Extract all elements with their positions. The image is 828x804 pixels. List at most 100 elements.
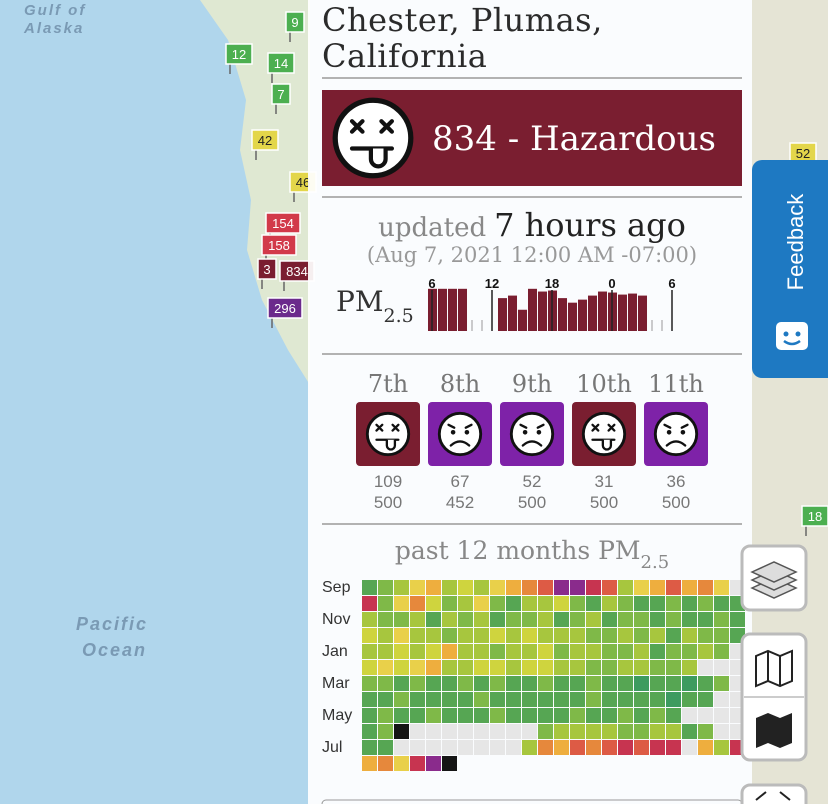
day-cell (490, 580, 505, 595)
timestamp: (Aug 7, 2021 12:00 AM -07:00) (367, 243, 697, 267)
day-cell (490, 676, 505, 691)
day-label: 7th (368, 370, 408, 398)
day-cell (618, 596, 633, 611)
day-cell (522, 580, 537, 595)
day-cell (666, 724, 681, 739)
marker-label: 52 (796, 146, 810, 161)
hour-bar (508, 295, 517, 331)
forecast-day (428, 402, 492, 466)
day-cell (506, 580, 521, 595)
day-cell (554, 580, 569, 595)
day-cell (442, 644, 457, 659)
day-cell (682, 724, 697, 739)
day-cell (554, 692, 569, 707)
day-cell (634, 708, 649, 723)
day-cell (666, 692, 681, 707)
day-cell (506, 660, 521, 675)
day-cell (570, 740, 585, 755)
day-cell (506, 676, 521, 691)
day-label: 8th (440, 370, 480, 398)
map-label: Alaska (23, 20, 84, 37)
day-cell (522, 644, 537, 659)
day-cell (618, 724, 633, 739)
day-cell (634, 660, 649, 675)
empty-cell (490, 724, 505, 739)
day-cell (410, 596, 425, 611)
day-cell (618, 676, 633, 691)
day-cell (522, 612, 537, 627)
day-cell (426, 628, 441, 643)
day-cell (362, 756, 377, 771)
empty-cell (698, 660, 713, 675)
day-cell (586, 708, 601, 723)
day-cell (458, 708, 473, 723)
marker (265, 212, 301, 234)
day-cell (490, 660, 505, 675)
forecast-day (356, 402, 420, 466)
day-cell (570, 724, 585, 739)
day-cell (394, 692, 409, 707)
hour-bar (588, 295, 597, 331)
day-cell (506, 596, 521, 611)
day-cell (698, 644, 713, 659)
forecast-day (572, 402, 636, 466)
day-cell (362, 724, 377, 739)
day-cell (714, 644, 729, 659)
day-cell (634, 724, 649, 739)
day-cell (362, 612, 377, 627)
day-cell (474, 612, 489, 627)
day-cell (362, 580, 377, 595)
yearly-title-sub: 2.5 (641, 552, 670, 573)
day-cell (362, 628, 377, 643)
day-cell (570, 596, 585, 611)
day-avg: 109 (374, 472, 402, 491)
feedback-label[interactable]: Feedback (783, 193, 808, 291)
day-cell (474, 708, 489, 723)
yearly-title: past 12 months PM2.5 (395, 536, 669, 573)
day-cell (362, 708, 377, 723)
day-cell (602, 708, 617, 723)
day-cell (410, 708, 425, 723)
day-cell (442, 612, 457, 627)
day-cell (378, 676, 393, 691)
day-cell (426, 756, 441, 771)
day-avg: 67 (451, 472, 470, 491)
feedback-tab[interactable] (752, 160, 828, 378)
day-cell (490, 644, 505, 659)
day-cell (714, 740, 729, 755)
hour-label: 0 (608, 276, 615, 291)
day-cell (522, 660, 537, 675)
day-cell (682, 676, 697, 691)
day-cell (362, 596, 377, 611)
day-cell (394, 756, 409, 771)
marker (267, 52, 295, 74)
day-cell (394, 628, 409, 643)
day-cell (714, 580, 729, 595)
empty-cell (714, 692, 729, 707)
day-cell (682, 692, 697, 707)
empty-cell (426, 724, 441, 739)
day-cell (394, 612, 409, 627)
fullscreen-button[interactable] (740, 783, 808, 804)
day-cell (378, 596, 393, 611)
day-cell (410, 644, 425, 659)
empty-cell (490, 740, 505, 755)
day-cell (586, 692, 601, 707)
yearly-title-main: past 12 months PM (395, 536, 641, 565)
empty-cell (442, 724, 457, 739)
day-cell (458, 580, 473, 595)
day-cell (522, 628, 537, 643)
day-cell (618, 692, 633, 707)
day-cell (506, 644, 521, 659)
day-cell (586, 644, 601, 659)
empty-cell (714, 724, 729, 739)
day-cell (410, 612, 425, 627)
day-cell (426, 660, 441, 675)
empty-cell (522, 724, 537, 739)
day-cell (570, 644, 585, 659)
day-cell (682, 628, 697, 643)
empty-cell (474, 724, 489, 739)
day-max: 452 (446, 493, 474, 512)
day-max: 500 (662, 493, 690, 512)
